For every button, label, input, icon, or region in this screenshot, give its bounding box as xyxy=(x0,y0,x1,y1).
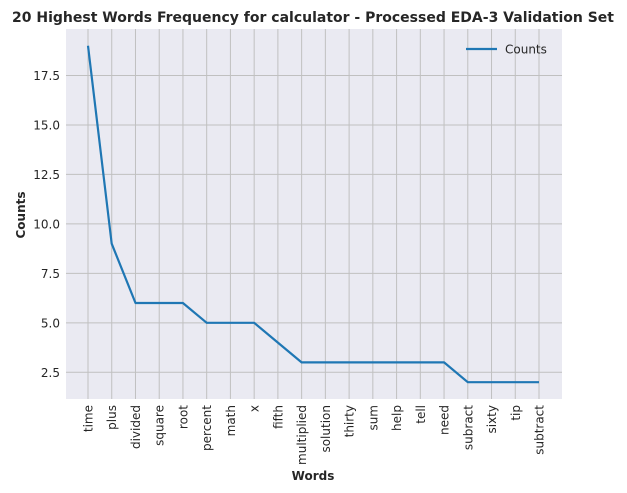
x-tick-label: tell xyxy=(414,405,428,424)
x-tick-label: need xyxy=(438,405,452,435)
x-axis-label: Words xyxy=(292,469,335,483)
chart-plot-area xyxy=(66,29,562,399)
x-tick-label: fifth xyxy=(271,405,285,429)
chart-grid xyxy=(66,29,562,399)
x-tick-label: sum xyxy=(366,405,380,431)
x-tick-label: tip xyxy=(509,405,523,421)
x-tick-label: subract xyxy=(461,405,475,450)
x-tick-label: solution xyxy=(319,405,333,453)
x-tick-label: thirty xyxy=(343,405,357,437)
x-tick-label: subtract xyxy=(533,405,547,455)
x-tick-label: percent xyxy=(200,405,214,451)
series-line-counts xyxy=(86,45,539,384)
legend-label: Counts xyxy=(505,43,547,57)
y-tick-label: 2.5 xyxy=(41,366,60,380)
y-axis: 2.5 5.0 7.5 10.0 12.5 15.0 17.5 xyxy=(33,69,60,380)
x-tick-label: x xyxy=(248,405,262,412)
x-tick-label: plus xyxy=(105,405,119,430)
y-tick-label: 5.0 xyxy=(41,316,60,330)
y-tick-label: 12.5 xyxy=(33,168,60,182)
x-tick-label: root xyxy=(176,405,190,429)
x-tick-label: time xyxy=(82,405,96,432)
legend: Counts xyxy=(466,43,547,57)
x-tick-label: help xyxy=(390,405,404,431)
y-tick-label: 7.5 xyxy=(41,267,60,281)
y-tick-label: 15.0 xyxy=(33,118,60,132)
chart-title: 20 Highest Words Frequency for calculato… xyxy=(12,10,614,26)
x-axis: time plus divided square root percent math x fif… xyxy=(82,405,547,465)
x-tick-label: multiplied xyxy=(295,405,309,465)
x-tick-label: math xyxy=(224,405,238,436)
x-tick-label: divided xyxy=(129,405,143,449)
y-axis-label: Counts xyxy=(14,191,28,238)
y-tick-label: 10.0 xyxy=(33,217,60,231)
y-tick-label: 17.5 xyxy=(33,69,60,83)
x-tick-label: square xyxy=(153,405,167,446)
x-tick-label: sixty xyxy=(485,405,499,434)
